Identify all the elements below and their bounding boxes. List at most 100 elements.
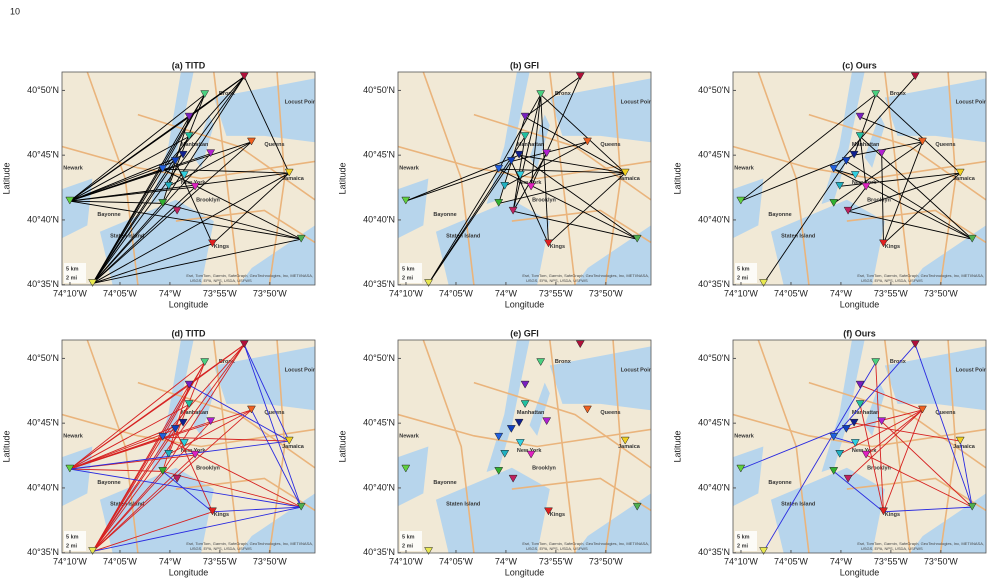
station-marker xyxy=(835,450,845,458)
edge xyxy=(833,436,856,444)
water xyxy=(435,467,550,553)
edge xyxy=(498,172,626,204)
y-axis-label: Latitude xyxy=(1,430,11,462)
station-marker xyxy=(918,405,927,414)
edge xyxy=(92,168,164,284)
map-label: Brooklyn xyxy=(532,465,556,471)
station-marker xyxy=(544,239,553,248)
water xyxy=(864,114,885,168)
edge xyxy=(512,153,548,212)
edge xyxy=(168,141,252,187)
scale-box xyxy=(400,531,422,551)
map-label: Kings xyxy=(885,512,900,518)
station-marker xyxy=(849,150,859,159)
y-tick-label: 40°50'N xyxy=(363,85,395,95)
y-tick-label: 40°40'N xyxy=(698,482,730,492)
x-tick-label: 73°55'W xyxy=(203,288,237,298)
y-tick-label: 40°45'N xyxy=(698,418,730,428)
road xyxy=(808,381,986,469)
edge xyxy=(763,362,877,552)
edge xyxy=(251,409,302,508)
station-marker xyxy=(200,90,210,99)
edge xyxy=(69,186,196,202)
y-tick-label: 40°40'N xyxy=(27,482,59,492)
station-marker xyxy=(520,400,530,409)
scale-label: 5 km xyxy=(737,266,750,272)
station-marker xyxy=(184,132,194,141)
edge xyxy=(162,344,245,438)
edge xyxy=(162,168,302,240)
road xyxy=(62,145,315,180)
basemap: Bronx Manhattan Queens Newark Jamaica Brookly… xyxy=(398,72,651,285)
station-marker xyxy=(200,358,210,367)
y-tick-label: 40°35'N xyxy=(27,547,59,557)
station-marker xyxy=(65,464,75,473)
edge xyxy=(524,76,581,118)
scale-label: 2 mi xyxy=(66,275,77,281)
station-marker xyxy=(247,405,256,414)
station-marker xyxy=(494,164,504,173)
station-marker xyxy=(500,182,510,190)
edge xyxy=(839,409,923,455)
x-axis-label: Longitude xyxy=(169,567,209,577)
station-marker xyxy=(239,340,249,349)
edge xyxy=(92,511,213,552)
station-marker xyxy=(829,199,839,207)
station-marker xyxy=(520,132,530,141)
station-marker xyxy=(190,450,200,459)
water xyxy=(398,178,429,239)
water xyxy=(575,493,651,553)
edge xyxy=(881,153,884,244)
water xyxy=(733,446,764,507)
water xyxy=(398,446,429,507)
station-marker xyxy=(967,234,977,243)
edge xyxy=(212,172,290,245)
edge xyxy=(428,168,500,284)
station-marker xyxy=(239,72,249,81)
edge xyxy=(847,172,961,212)
map-label: Bayonne xyxy=(433,212,456,218)
road xyxy=(473,381,651,469)
station-marker xyxy=(829,467,839,475)
map-label: Locust Point xyxy=(956,367,989,373)
y-tick-label: 40°45'N xyxy=(363,150,395,160)
edge xyxy=(92,116,190,284)
y-tick-label: 40°40'N xyxy=(698,214,730,224)
edge xyxy=(428,136,526,284)
edge xyxy=(162,76,245,170)
station-marker xyxy=(208,239,217,248)
road xyxy=(175,209,315,244)
station-marker xyxy=(178,418,188,427)
scale-label: 2 mi xyxy=(402,543,413,549)
station-marker xyxy=(170,425,180,433)
edge xyxy=(848,210,973,240)
x-tick-label: 74°10'W xyxy=(389,288,423,298)
map-label: Jamaica xyxy=(953,176,976,182)
y-axis-label: Latitude xyxy=(337,430,347,462)
station-marker xyxy=(172,206,182,215)
station-marker xyxy=(494,467,504,475)
x-tick-label: 73°55'W xyxy=(539,288,573,298)
edge xyxy=(92,454,196,552)
edge xyxy=(174,161,213,244)
panel-title: (c) Ours xyxy=(842,60,877,70)
x-tick-label: 73°50'W xyxy=(924,556,958,566)
map-label: Jamaica xyxy=(618,444,641,450)
frame xyxy=(61,71,316,286)
edge xyxy=(69,172,290,202)
station-marker xyxy=(855,380,865,389)
road xyxy=(604,72,622,285)
edge xyxy=(510,161,549,244)
x-tick-label: 73°50'W xyxy=(253,556,287,566)
x-tick-label: 73°50'W xyxy=(253,288,287,298)
water xyxy=(770,199,885,285)
station-marker xyxy=(542,417,552,426)
basemap: Bronx Manhattan Queens Newark Jamaica Brookly… xyxy=(62,72,315,285)
edge xyxy=(530,76,581,188)
edge xyxy=(92,344,245,552)
frame xyxy=(397,71,652,286)
y-tick-label: 40°35'N xyxy=(363,279,395,289)
attribution: Esri, TomTom, Garmin, SafeGraph, GeoTech… xyxy=(522,273,649,278)
x-tick-label: 74°10'W xyxy=(724,556,758,566)
x-tick-label: 73°50'W xyxy=(589,556,623,566)
